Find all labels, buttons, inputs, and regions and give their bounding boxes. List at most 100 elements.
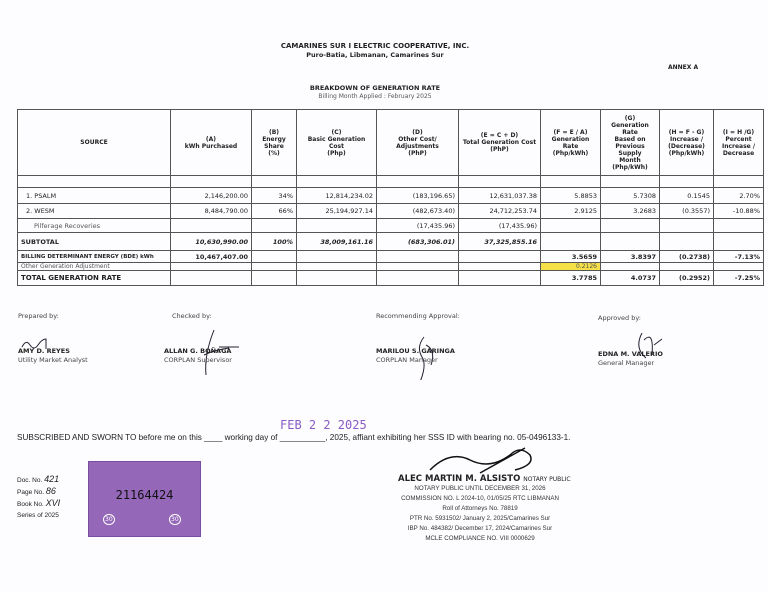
column-header: (G) Generation Rate Based on Previous Su… [600, 109, 660, 176]
row-label: SUBTOTAL [17, 232, 171, 251]
cell-value [600, 262, 660, 271]
checked-label: Checked by: [172, 312, 212, 320]
spacer-row [17, 175, 764, 188]
notary-name: ALEC MARTIN M. ALSISTO [398, 474, 521, 484]
cell-value [713, 218, 764, 233]
cell-value: 0.2126 [540, 262, 601, 271]
cell-value: 24,712,253.74 [458, 203, 541, 219]
signature-bonaga [203, 329, 239, 376]
doc-no-label: Doc. No. [17, 477, 43, 484]
stamp-number: 21164424 [115, 488, 174, 502]
billing-month: Billing Month Applied : February 2025 [318, 93, 432, 100]
cell-value [540, 232, 601, 251]
cell-value: 5.7308 [600, 187, 660, 204]
cell-value [659, 232, 714, 251]
row-label: 2. WESM [17, 203, 171, 219]
table-header: SOURCE (A) kWh Purchased (B) Energy Share … [17, 109, 764, 176]
org-address: Puro-Batia, Libmanan, Camarines Sur [306, 51, 444, 59]
approved-label: Approved by: [598, 314, 641, 322]
row-label: Pilferage Recoveries [17, 218, 171, 233]
annex-label: ANNEX A [668, 64, 699, 71]
column-header: (A) kWh Purchased [170, 109, 252, 176]
cell-value: 37,325,855.16 [458, 232, 541, 251]
cell-value: 3.7785 [540, 270, 601, 286]
cell-value: -10.88% [713, 203, 764, 219]
column-header: (D) Other Cost/ Adjustments (PhP) [376, 109, 459, 176]
row-label: TOTAL GENERATION RATE [17, 270, 171, 286]
page-no-label: Page No. [17, 489, 45, 496]
table-row: 2. WESM 8,484,790.00 66% 25,194,927.14 (482,… [17, 203, 764, 219]
cell-value [296, 218, 377, 233]
cell-value [659, 262, 714, 271]
table-row: SUBTOTAL 10,630,990.00 100% 38,009,161.16 (6… [17, 232, 764, 251]
cell-value [458, 250, 541, 263]
cell-value: (683,306.01) [376, 232, 459, 251]
recommender-name: MARILOU S. GARINGA [376, 347, 455, 355]
cell-value: (17,435.96) [376, 218, 459, 233]
notary-line: PTR No. 5931502/ January 2, 2025/Camarin… [409, 515, 551, 522]
doc-title: BREAKDOWN OF GENERATION RATE [309, 84, 441, 92]
checker-position: CORPLAN Supervisor [164, 356, 232, 364]
cell-value [251, 218, 297, 233]
table-row: Other Generation Adjustment 0.2126 [17, 262, 764, 271]
recommending-label: Recommending Approval: [376, 312, 460, 320]
table-row: Pilferage Recoveries (17,435.96) (17,435.9… [17, 218, 764, 233]
prepared-label: Prepared by: [18, 312, 59, 320]
cell-value [713, 262, 764, 271]
cell-value: 4.0737 [600, 270, 660, 286]
cell-value [251, 250, 297, 263]
page-no-value: 86 [45, 486, 56, 496]
empty-cell [458, 175, 541, 188]
column-header: SOURCE [17, 109, 171, 176]
cell-value: 0.1545 [659, 187, 714, 204]
column-header: (B) Energy Share (%) [251, 109, 297, 176]
cell-value: (17,435.96) [458, 218, 541, 233]
stamp-value-left: 30 [103, 514, 115, 525]
cell-value: 3.5659 [540, 250, 601, 263]
doc-no-value: 421 [44, 474, 60, 484]
cell-value [296, 270, 377, 286]
cell-value [659, 218, 714, 233]
signatures [21, 329, 663, 380]
cell-value [458, 262, 541, 271]
book-no-value: XVI [45, 498, 61, 508]
cell-value [296, 262, 377, 271]
notary-title: NOTARY PUBLIC [523, 476, 571, 483]
cell-value [251, 270, 297, 286]
cell-value [376, 262, 459, 271]
cell-value: (482,673.40) [376, 203, 459, 219]
notary-line: NOTARY PUBLIC UNTIL DECEMBER 31, 2026 [414, 485, 546, 492]
cell-value: 2.70% [713, 187, 764, 204]
notary-line: Roll of Attorneys No. 78819 [442, 505, 518, 512]
cell-value [170, 262, 252, 271]
preparer-position: Utility Market Analyst [18, 356, 88, 364]
cell-value: 38,009,161.16 [296, 232, 377, 251]
empty-cell [296, 175, 377, 188]
cell-value [251, 262, 297, 271]
empty-cell [600, 175, 660, 188]
cell-value [376, 250, 459, 263]
cell-value [713, 232, 764, 251]
row-label: BILLING DETERMINANT ENERGY (BDE) kWh [17, 250, 171, 263]
empty-cell [376, 175, 459, 188]
approver-position: General Manager [598, 359, 655, 367]
cell-value: 3.8397 [600, 250, 660, 263]
empty-cell [713, 175, 764, 188]
row-label: Other Generation Adjustment [17, 262, 171, 271]
cell-value [540, 218, 601, 233]
cell-value: 2.9125 [540, 203, 601, 219]
cell-value: 100% [251, 232, 297, 251]
series-label: Series of 2025 [17, 512, 59, 519]
empty-cell [17, 175, 171, 188]
empty-cell [659, 175, 714, 188]
empty-cell [540, 175, 601, 188]
cell-value: 34% [251, 187, 297, 204]
signature-valerio [638, 332, 663, 359]
notary-line: IBP No. 484382/ December 17, 2024/Camari… [407, 525, 553, 532]
table-row: BILLING DETERMINANT ENERGY (BDE) kWh 10,4… [17, 250, 764, 263]
recommender-position: CORPLAN Manager [376, 356, 438, 364]
approver-name: EDNA M. VALERIO [598, 350, 663, 358]
column-header: (E = C + D) Total Generation Cost (PhP) [458, 109, 541, 176]
cell-value: 3.2683 [600, 203, 660, 219]
cell-value: 25,194,927.14 [296, 203, 377, 219]
